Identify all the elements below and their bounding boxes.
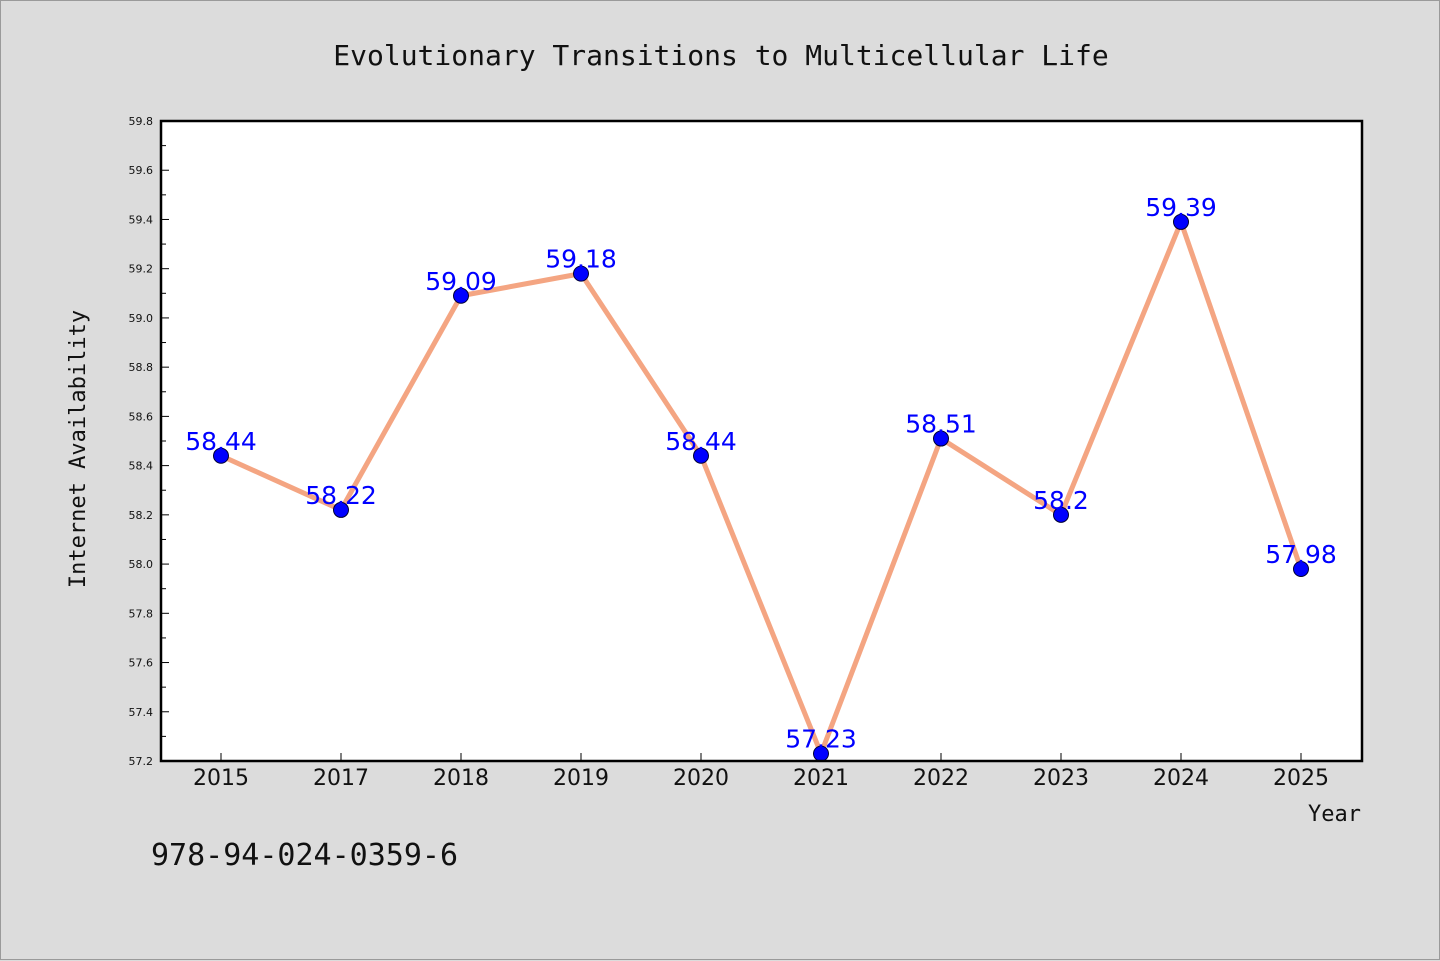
data-label: 58.44: [185, 427, 257, 456]
x-tick-label: 2021: [793, 766, 849, 791]
chart-title: Evolutionary Transitions to Multicellula…: [333, 39, 1108, 72]
data-label: 59.39: [1145, 193, 1217, 222]
data-point: [1173, 213, 1189, 230]
y-tick-label: 57.2: [129, 755, 154, 768]
data-label: 58.51: [905, 410, 977, 439]
y-tick-label: 59.4: [129, 213, 154, 226]
plot-area: [161, 121, 1362, 761]
y-tick-label: 57.4: [129, 706, 154, 719]
data-point: [933, 430, 949, 447]
x-tick-label: 2018: [433, 766, 489, 791]
y-tick-label: 58.2: [129, 509, 154, 522]
series-line: [219, 219, 1304, 757]
data-point: [1293, 561, 1309, 577]
data-label: 58.2: [1033, 486, 1089, 515]
isbn-text: 978-94-024-0359-6: [151, 838, 458, 873]
data-point: [213, 447, 229, 464]
data-label: 58.22: [305, 481, 377, 510]
data-labels: 58.44 58.22 59.09 59.18 58.44 57.23 58.51 58.2 5…: [185, 193, 1337, 754]
x-tick-label: 2024: [1153, 766, 1209, 791]
data-label: 59.18: [545, 245, 617, 274]
y-tick-label: 57.6: [129, 657, 154, 670]
y-tick-label: 59.0: [129, 312, 154, 325]
data-point: [573, 265, 589, 282]
x-axis-title: Year: [1308, 802, 1361, 827]
data-point: [333, 501, 349, 518]
x-tick-label: 2019: [553, 766, 609, 791]
y-axis-title: Internet Availability: [66, 310, 91, 588]
data-label: 58.44: [665, 427, 737, 456]
y-axis: 57.2 57.4 57.6 57.8 58.0 58.2 58.4 58.6 58.8 59.0…: [129, 115, 169, 768]
y-tick-label: 59.8: [129, 115, 154, 128]
x-tick-label: 2022: [913, 766, 969, 791]
data-point: [453, 287, 469, 304]
data-series: [213, 213, 1309, 762]
y-tick-label: 58.8: [129, 361, 154, 374]
data-label: 59.09: [425, 267, 497, 296]
x-tick-label: 2020: [673, 766, 729, 791]
data-label: 57.98: [1265, 540, 1337, 569]
x-axis: 2015 2017 2018 2019 2020 2021 2022 2023 2024 2025: [193, 753, 1329, 791]
y-tick-label: 57.8: [129, 607, 154, 620]
y-tick-label: 58.4: [129, 460, 154, 473]
x-tick-label: 2015: [193, 766, 249, 791]
x-tick-label: 2017: [313, 766, 369, 791]
y-tick-label: 59.6: [129, 164, 154, 177]
data-label: 57.23: [785, 725, 857, 754]
data-point: [693, 447, 709, 464]
y-tick-label: 58.0: [129, 558, 154, 571]
y-tick-label: 58.6: [129, 410, 154, 423]
x-tick-label: 2023: [1033, 766, 1089, 791]
data-point: [1053, 506, 1069, 523]
plot-border: [159, 119, 1364, 763]
y-tick-label: 59.2: [129, 263, 154, 276]
x-tick-label: 2025: [1273, 766, 1329, 791]
